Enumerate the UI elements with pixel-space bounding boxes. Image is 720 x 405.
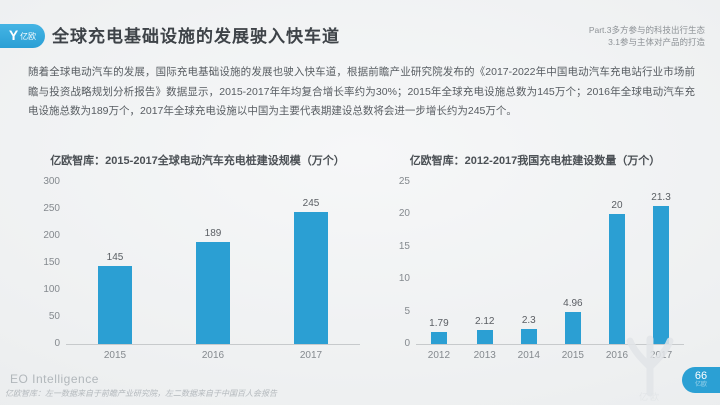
bar bbox=[294, 211, 328, 344]
y-axis-tick: 300 bbox=[43, 176, 60, 187]
bar-group: 4.96 2015 bbox=[562, 297, 584, 361]
x-axis-tick: 2016 bbox=[605, 350, 629, 361]
eo-logo: Y 亿欧 bbox=[0, 24, 45, 48]
x-axis-tick: 2015 bbox=[103, 350, 127, 361]
bar-group: 145 2015 bbox=[98, 251, 132, 361]
y-axis-tick: 50 bbox=[48, 311, 60, 322]
chart-title-right: 亿欧智库：2012-2017我国充电桩建设数量（万个） bbox=[409, 155, 661, 167]
brand-text: EO Intelligence bbox=[10, 372, 99, 386]
y-axis-tick: 250 bbox=[43, 203, 60, 214]
y-axis-tick: 100 bbox=[43, 284, 60, 295]
y-axis-tick: 200 bbox=[43, 230, 60, 241]
bar-value-label: 145 bbox=[106, 251, 124, 263]
chart-title-left: 亿欧智库：2015-2017全球电动汽车充电桩建设规模（万个） bbox=[50, 155, 345, 167]
x-axis-tick: 2015 bbox=[561, 350, 584, 361]
chart-china-charging-count: 亿欧智库：2012-2017我国充电桩建设数量（万个） 0 5 10 15 20 25 1.… bbox=[380, 152, 690, 361]
y-axis-tick: 15 bbox=[398, 240, 410, 252]
bar bbox=[430, 332, 447, 344]
bar bbox=[608, 214, 625, 344]
page-number: 66 bbox=[694, 370, 708, 382]
eo-logo-y-icon: Y bbox=[8, 27, 19, 43]
chart-global-charging-scale: 亿欧智库：2015-2017全球电动汽车充电桩建设规模（万个） 0 50 100 15… bbox=[30, 152, 365, 361]
x-axis-tick: 2014 bbox=[517, 350, 540, 361]
x-axis-tick: 2012 bbox=[427, 350, 451, 361]
bar-value-label: 4.96 bbox=[563, 297, 583, 309]
intro-paragraph: 随着全球电动汽车的发展，国际充电基础设施的发展也驶入快车道，根据前瞻产业研究院发… bbox=[28, 66, 695, 117]
source-footnote: 亿欧智库：左一数据来自于前瞻产业研究院，左二数据来自于中国百人会报告 bbox=[5, 389, 277, 398]
y-axis-tick: 150 bbox=[43, 257, 60, 268]
eo-logo-label: 亿欧 bbox=[20, 31, 37, 41]
y-axis-tick: 0 bbox=[404, 338, 410, 349]
bar-plot-left: 0 50 100 150 200 250 300 145 2015 189 2016 245 2017 bbox=[43, 176, 360, 361]
section-breadcrumb: Part.3多方参与的科技出行生态 3.1参与主体对产品的打造 bbox=[589, 24, 705, 48]
bar-value-label: 189 bbox=[204, 227, 222, 239]
bar-value-label: 245 bbox=[302, 197, 320, 209]
bar bbox=[564, 311, 581, 344]
bar bbox=[653, 205, 670, 344]
page-title: 全球充电基础设施的发展驶入快车道 bbox=[52, 27, 340, 46]
x-axis-tick: 2017 bbox=[299, 350, 323, 361]
x-axis-tick: 2013 bbox=[473, 350, 496, 361]
page-badge-logo-label: 亿欧 bbox=[694, 382, 707, 388]
bar bbox=[196, 241, 230, 344]
page-number-badge: 66 亿欧 bbox=[682, 367, 720, 393]
part-line-1: Part.3多方参与的科技出行生态 bbox=[588, 25, 705, 35]
bar-group: 2.12 2013 bbox=[474, 316, 496, 361]
y-axis-tick: 25 bbox=[398, 176, 410, 187]
y-axis-tick: 10 bbox=[398, 273, 410, 285]
y-axis-tick: 5 bbox=[404, 305, 410, 317]
bar-value-label: 20 bbox=[611, 200, 623, 212]
bar-value-label: 21.3 bbox=[651, 191, 671, 203]
bar-group: 2.3 2014 bbox=[518, 315, 540, 361]
x-axis-tick: 2016 bbox=[201, 350, 225, 361]
x-axis-tick: 2017 bbox=[649, 350, 673, 361]
bar-group: 21.3 2017 bbox=[650, 191, 672, 361]
bar-value-label: 2.12 bbox=[474, 316, 495, 328]
bar bbox=[476, 330, 493, 344]
bar-group: 1.79 2012 bbox=[428, 318, 450, 361]
bar bbox=[520, 329, 537, 344]
bar-group: 189 2016 bbox=[196, 227, 230, 361]
y-axis-tick: 20 bbox=[398, 208, 410, 220]
bar-group: 245 2017 bbox=[294, 197, 328, 361]
charts-row: 亿欧智库：2015-2017全球电动汽车充电桩建设规模（万个） 0 50 100 15… bbox=[30, 152, 690, 361]
part-line-2: 3.1参与主体对产品的打造 bbox=[608, 37, 705, 47]
bar-value-label: 1.79 bbox=[429, 318, 449, 330]
bar-group: 20 2016 bbox=[606, 200, 628, 361]
eo-watermark-label: 亿欧 bbox=[638, 392, 662, 402]
bar bbox=[98, 265, 132, 344]
bar-plot-right: 0 5 10 15 20 25 1.79 2012 2.12 2013 2.3 2014 4.96 201… bbox=[399, 176, 684, 361]
y-axis-tick: 0 bbox=[54, 338, 60, 349]
bar-value-label: 2.3 bbox=[521, 315, 536, 327]
